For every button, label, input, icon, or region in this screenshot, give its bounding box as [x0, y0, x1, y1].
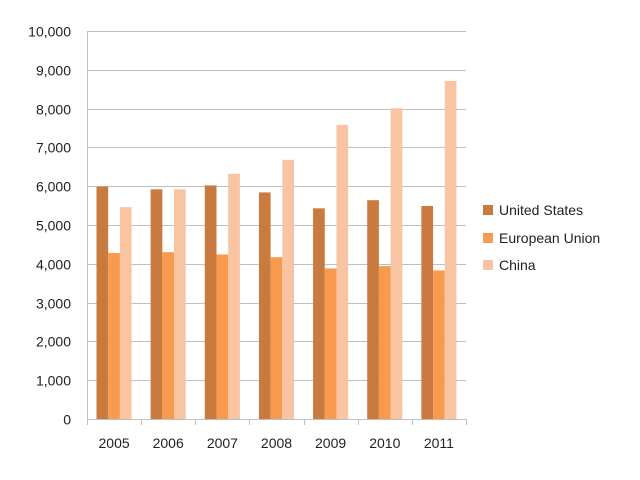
bar	[336, 124, 349, 420]
bar	[390, 108, 403, 420]
axes	[87, 31, 466, 420]
y-tick-label: 9,000	[36, 63, 71, 79]
x-tick-label: 2011	[424, 435, 454, 451]
y-tick-label: 0	[63, 412, 71, 428]
legend-swatch	[483, 233, 493, 243]
bar	[228, 173, 240, 419]
y-tick-label: 7,000	[36, 140, 71, 156]
y-tick-label: 10,000	[28, 24, 71, 40]
gridlines	[87, 31, 466, 381]
legend-swatch	[483, 205, 493, 215]
y-axis-ticks: 0 1,000 2,000 3,000 4,000 5,000 6,000 7,000 8,00…	[28, 24, 71, 428]
bar	[204, 185, 217, 419]
bar	[162, 252, 175, 419]
bar	[108, 252, 120, 419]
x-tick-label: 2009	[315, 435, 346, 451]
bar	[119, 207, 132, 419]
bar	[174, 189, 186, 419]
bar	[444, 81, 457, 420]
x-axis-ticks: 2005 2006 2007 2008 2009 2010 2011	[87, 419, 467, 451]
y-tick-label: 6,000	[36, 179, 71, 195]
bars	[96, 81, 457, 420]
x-tick-label: 2007	[207, 435, 238, 451]
y-tick-label: 4,000	[36, 257, 71, 273]
bar	[216, 254, 229, 419]
x-tick-label: 2005	[99, 435, 130, 451]
y-tick-label: 3,000	[36, 296, 71, 312]
y-tick-label: 1,000	[36, 373, 71, 389]
x-tick-label: 2008	[261, 435, 292, 451]
x-tick-label: 2010	[369, 435, 400, 451]
bar	[378, 266, 391, 419]
bar	[96, 186, 109, 419]
bar	[313, 208, 325, 419]
bar	[282, 159, 295, 419]
bar	[433, 270, 445, 419]
legend-label: United States	[499, 202, 583, 218]
bar	[270, 257, 283, 419]
bar	[258, 192, 271, 419]
bar	[421, 205, 434, 419]
bar	[367, 200, 379, 419]
bar	[150, 189, 163, 419]
y-tick-label: 5,000	[36, 218, 71, 234]
legend-swatch	[483, 260, 493, 270]
y-tick-label: 2,000	[36, 334, 71, 350]
legend-label: China	[499, 257, 536, 273]
bar	[324, 268, 337, 419]
legend: United States European Union China	[483, 202, 600, 273]
y-tick-label: 8,000	[36, 102, 71, 118]
x-tick-label: 2006	[153, 435, 184, 451]
legend-label: European Union	[499, 230, 600, 246]
